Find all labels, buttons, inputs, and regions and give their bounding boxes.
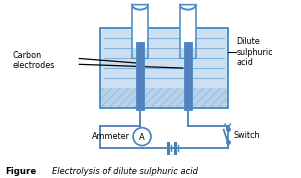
Bar: [136, 42, 144, 110]
Bar: [100, 28, 228, 108]
Text: Electrolysis of dilute sulphuric acid: Electrolysis of dilute sulphuric acid: [52, 167, 198, 176]
Text: A: A: [139, 133, 145, 142]
Bar: [181, 48, 195, 58]
Text: Figure: Figure: [6, 167, 37, 176]
Circle shape: [133, 128, 151, 146]
Text: Ammeter: Ammeter: [92, 132, 130, 141]
Text: Switch: Switch: [234, 131, 260, 140]
Bar: [133, 48, 147, 58]
Text: Dilute
sulphuric
acid: Dilute sulphuric acid: [237, 37, 273, 67]
Bar: [184, 42, 192, 110]
Polygon shape: [132, 5, 148, 10]
Bar: [132, 5, 148, 58]
Polygon shape: [180, 5, 196, 10]
Text: Carbon
electrodes: Carbon electrodes: [13, 51, 55, 70]
Bar: [100, 88, 228, 108]
Bar: [180, 5, 196, 58]
